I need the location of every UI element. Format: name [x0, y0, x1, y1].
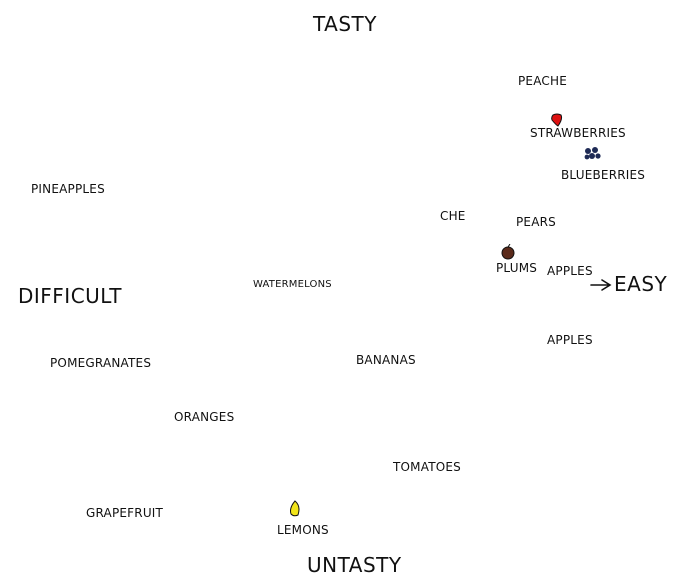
fruit-label-peaches: PEACHE [518, 74, 568, 88]
fruit-label-plums: PLUMS [496, 261, 538, 275]
arrow-right-icon [590, 279, 612, 291]
plum-icon [501, 244, 515, 260]
fruit-label-pears: PEARS [516, 215, 556, 229]
blueberries-icon [584, 147, 601, 160]
fruit-label-pomegranates: POMEGRANATES [50, 356, 152, 370]
fruit-label-lemons: LEMONS [277, 523, 329, 537]
axis-label-left: DIFFICULT [18, 284, 122, 308]
fruit-label-pineapples: PINEAPPLES [31, 182, 105, 196]
fruit-label-seedless-grapes: APPLES [547, 333, 593, 347]
fruit-label-watermelons: WATERMELONS [253, 279, 332, 290]
axis-label-right: EASY [614, 272, 668, 296]
axis-label-top: TASTY [313, 12, 377, 36]
fruit-label-bananas: BANANAS [356, 353, 416, 367]
fruit-label-grapefruit: GRAPEFRUIT [86, 506, 164, 520]
fruit-label-strawberries: STRAWBERRIES [530, 126, 626, 140]
fruit-label-blueberries: BLUEBERRIES [561, 168, 646, 182]
fruit-label-cherries: CHE [440, 209, 466, 223]
strawberry-icon [551, 113, 563, 127]
fruit-label-oranges: ORANGES [174, 410, 235, 424]
lemon-icon [290, 500, 300, 517]
fruit-label-apples: APPLES [547, 264, 593, 278]
axis-label-bottom: UNTASTY [307, 553, 402, 577]
fruit-label-tomatoes: TOMATOES [393, 460, 461, 474]
